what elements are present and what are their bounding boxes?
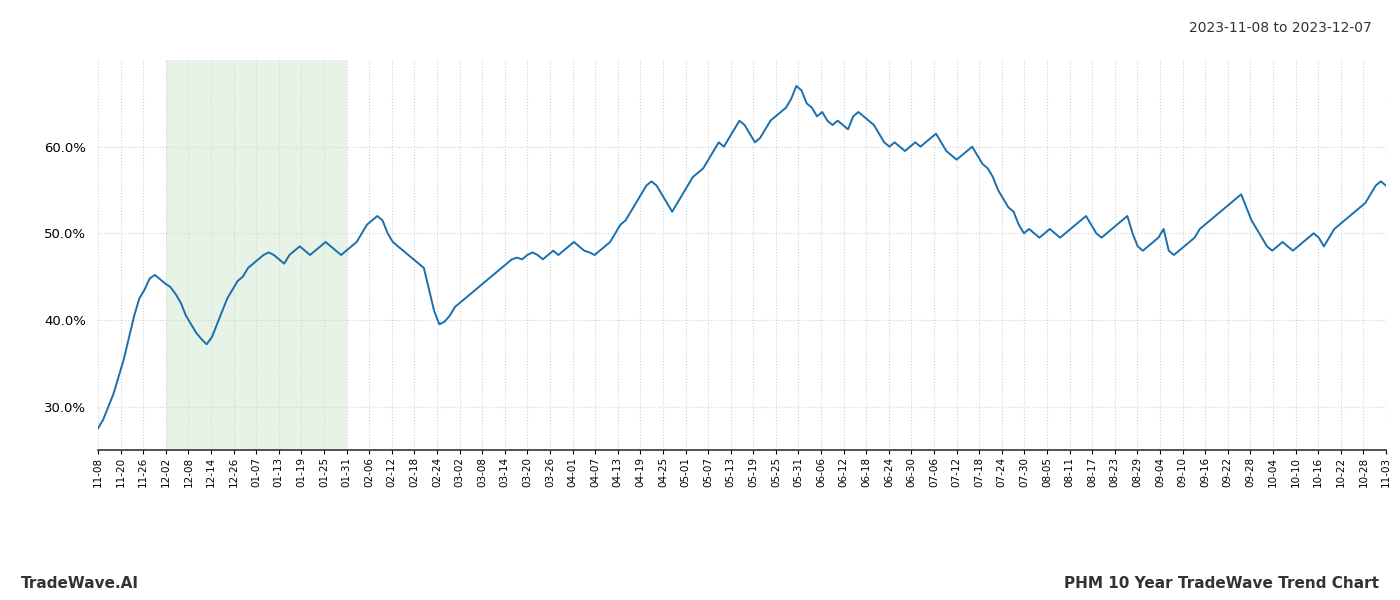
Bar — [165, 60, 347, 450]
Text: PHM 10 Year TradeWave Trend Chart: PHM 10 Year TradeWave Trend Chart — [1064, 576, 1379, 591]
Text: TradeWave.AI: TradeWave.AI — [21, 576, 139, 591]
Text: 2023-11-08 to 2023-12-07: 2023-11-08 to 2023-12-07 — [1189, 21, 1372, 35]
